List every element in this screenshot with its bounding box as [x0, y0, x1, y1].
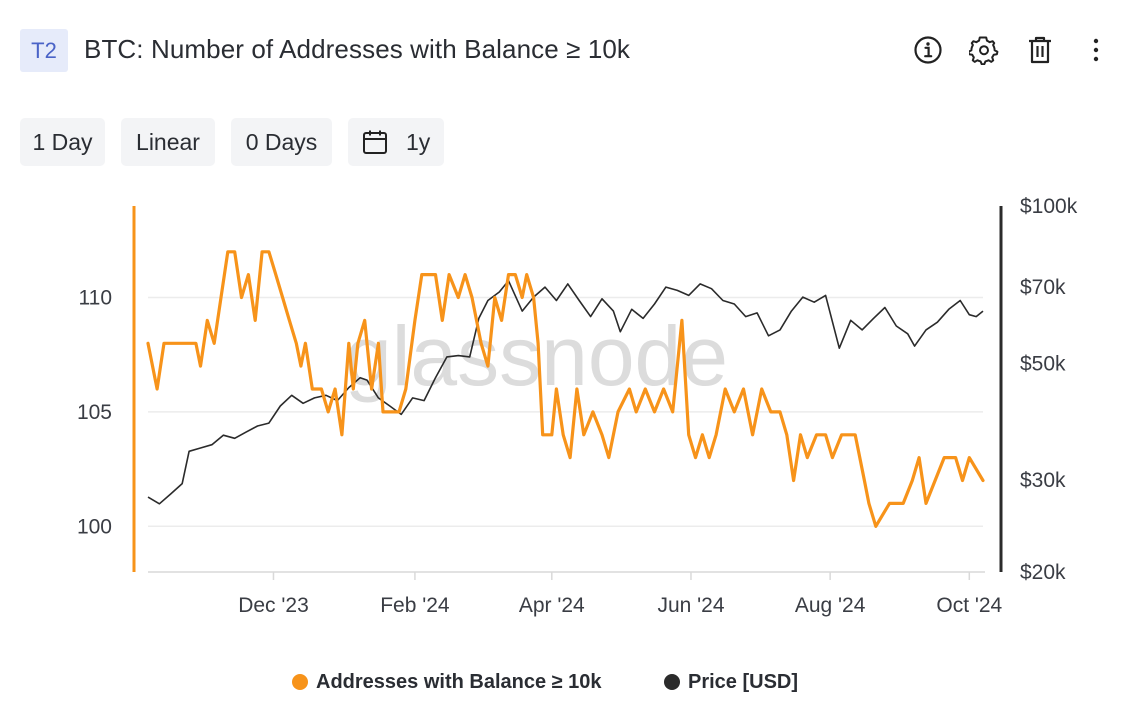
series-lines — [146, 250, 985, 528]
legend-swatch-price — [664, 674, 680, 690]
moving-average-button[interactable]: 0 Days — [231, 118, 332, 166]
y-right-tick-label: $100k — [1020, 195, 1078, 218]
range-button[interactable]: 1y — [348, 118, 444, 166]
info-icon[interactable] — [911, 33, 945, 67]
trash-icon[interactable] — [1023, 33, 1057, 67]
legend-label-price: Price [USD] — [688, 670, 799, 693]
legend-item-price[interactable]: Price [USD] — [664, 668, 798, 696]
x-tick-label: Apr '24 — [519, 594, 585, 617]
x-tick-label: Jun '24 — [657, 594, 724, 617]
x-tick-label: Oct '24 — [936, 594, 1002, 617]
y-right-tick-label: $30k — [1020, 469, 1066, 492]
x-tick-label: Feb '24 — [380, 594, 450, 617]
y-right-tick-label: $70k — [1020, 276, 1066, 299]
axes: 100 105 110 $20k $30k $50k $70k $100k Dec '23 Feb… — [77, 195, 1078, 617]
calendar-icon — [363, 130, 387, 154]
page-title: BTC: Number of Addresses with Balance ≥ … — [84, 34, 631, 64]
y-left-tick-label: 110 — [79, 287, 112, 310]
y-left-tick-label: 100 — [77, 515, 112, 538]
addresses-series-line — [146, 250, 985, 528]
tier-badge: T2 — [20, 29, 68, 72]
scale-button[interactable]: Linear — [121, 118, 215, 166]
legend: Addresses with Balance ≥ 10k Price [USD] — [0, 668, 1126, 696]
y-right-tick-label: $50k — [1020, 353, 1066, 376]
price-series-line — [147, 279, 984, 505]
legend-swatch-addresses — [292, 674, 308, 690]
more-vertical-icon[interactable] — [1079, 33, 1113, 67]
x-tick-label: Aug '24 — [795, 594, 866, 617]
range-label: 1y — [406, 129, 431, 155]
grid-lines — [148, 296, 983, 527]
resolution-button[interactable]: 1 Day — [20, 118, 105, 166]
legend-item-addresses[interactable]: Addresses with Balance ≥ 10k — [292, 668, 602, 696]
gear-icon[interactable] — [967, 33, 1001, 67]
x-tick-label: Dec '23 — [238, 594, 309, 617]
legend-label-addresses: Addresses with Balance ≥ 10k — [316, 670, 602, 693]
chart-area[interactable]: glassnode 100105110$20k$30k$50k$70k$100k… — [0, 190, 1126, 630]
y-right-tick-label: $20k — [1020, 561, 1066, 584]
y-left-tick-label: 105 — [77, 401, 112, 424]
panel-header: T2 BTC: Number of Addresses with Balance… — [0, 0, 1126, 100]
